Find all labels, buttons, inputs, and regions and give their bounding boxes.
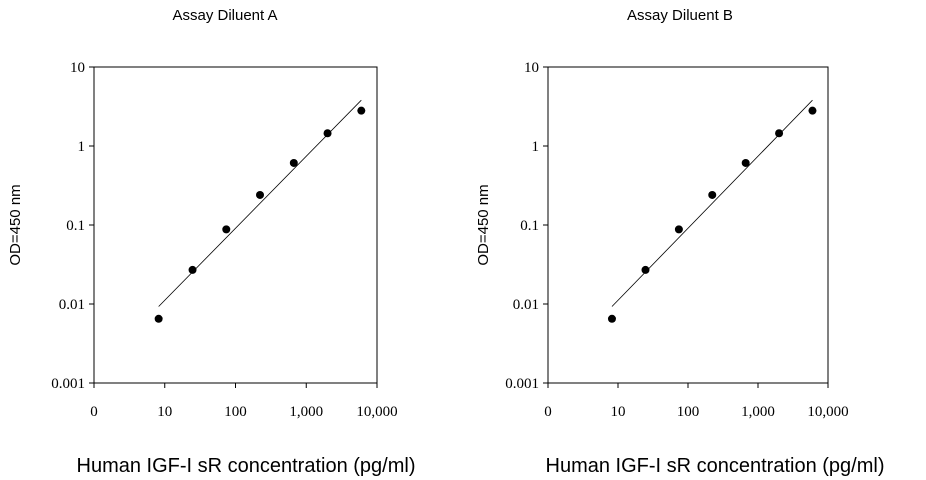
y-tick-label-b-0: 0.001 [505, 376, 539, 392]
x-tick-label-a-1: 10 [157, 404, 172, 420]
data-point-b-5 [775, 129, 784, 138]
y-tick-label-a-2: 0.1 [66, 218, 85, 234]
x-tick-label-a-0: 0 [90, 404, 98, 420]
x-tick-label-b-4: 10,000 [807, 404, 848, 420]
x-axis-label-a: Human IGF-I sR concentration (pg/ml) [77, 455, 416, 477]
y-tick-label-a-0: 0.001 [51, 376, 85, 392]
x-tick-label-a-4: 10,000 [356, 404, 397, 420]
x-tick-label-b-3: 1,000 [741, 404, 775, 420]
data-point-a-5 [323, 129, 332, 138]
data-point-b-4 [741, 158, 750, 167]
x-tick-label-b-2: 100 [677, 404, 700, 420]
chart-title-b: Assay Diluent B [627, 7, 733, 24]
data-point-a-0 [154, 314, 163, 323]
data-point-a-3 [256, 190, 265, 199]
data-point-b-3 [708, 190, 717, 199]
y-axis-label-b: OD=450 nm [475, 184, 492, 265]
data-point-b-1 [641, 265, 650, 274]
y-tick-label-a-1: 0.01 [59, 297, 85, 313]
x-tick-label-a-3: 1,000 [289, 404, 323, 420]
y-tick-label-a-3: 1 [78, 139, 86, 155]
data-point-a-1 [188, 265, 197, 274]
x-tick-label-a-2: 100 [224, 404, 247, 420]
x-axis-label-b: Human IGF-I sR concentration (pg/ml) [546, 455, 885, 477]
data-point-a-4 [289, 158, 298, 167]
y-tick-label-b-4: 10 [524, 60, 539, 76]
y-axis-label-a: OD=450 nm [7, 184, 24, 265]
x-tick-label-b-1: 10 [611, 404, 626, 420]
plot-frame-a [93, 66, 378, 384]
plot-frame-b [547, 66, 829, 384]
data-point-b-2 [674, 225, 683, 234]
chart-title-a: Assay Diluent A [172, 7, 277, 24]
y-tick-label-b-3: 1 [532, 139, 540, 155]
x-tick-label-b-0: 0 [544, 404, 552, 420]
y-tick-label-b-2: 0.1 [520, 218, 539, 234]
data-point-a-6 [357, 106, 366, 115]
y-tick-label-b-1: 0.01 [513, 297, 539, 313]
data-point-b-0 [607, 314, 616, 323]
data-point-b-6 [808, 106, 817, 115]
y-tick-label-a-4: 10 [70, 60, 85, 76]
data-point-a-2 [222, 225, 231, 234]
